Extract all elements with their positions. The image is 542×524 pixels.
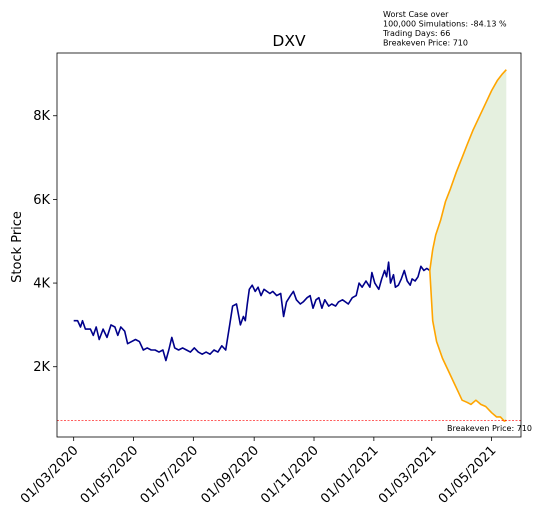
simulation-upper-line [429,69,507,271]
x-axis: 01/03/202001/05/202001/07/202001/09/2020… [18,437,499,507]
annotation-line-1: Worst Case over [383,10,449,19]
x-tick-label: 01/09/2020 [198,443,262,507]
chart-title: DXV [272,32,306,50]
simulation-band [429,69,507,422]
y-axis-label: Stock Price [10,211,25,283]
x-tick-label: 01/03/2021 [376,443,440,507]
x-tick-label: 01/07/2020 [138,443,202,507]
historical-price-line [73,261,431,362]
x-tick-label: 01/03/2020 [18,443,82,507]
annotation-line-4: Breakeven Price: 710 [383,39,468,48]
series-lines [73,69,507,422]
y-tick-label: 4K [33,277,50,292]
x-tick-label: 01/01/2021 [318,443,382,507]
x-tick-label: 01/05/2020 [78,443,142,507]
simulation-annotation: Worst Case over 100,000 Simulations: -84… [382,10,507,48]
y-tick-label: 2K [33,360,50,375]
annotation-line-3: Trading Days: 66 [382,29,450,38]
y-tick-label: 8K [33,109,50,124]
y-tick-label: 6K [33,193,50,208]
x-tick-label: 01/11/2020 [258,443,322,507]
simulation-lower-line [429,270,507,422]
y-axis: 2K 4K 6K 8K [33,109,57,375]
plot-area [56,52,522,438]
x-tick-label: 01/05/2021 [436,443,500,507]
simulation-range-band [429,69,507,422]
breakeven-label: Breakeven Price: 710 [447,424,532,433]
annotation-line-2: 100,000 Simulations: -84.13 % [383,20,507,29]
